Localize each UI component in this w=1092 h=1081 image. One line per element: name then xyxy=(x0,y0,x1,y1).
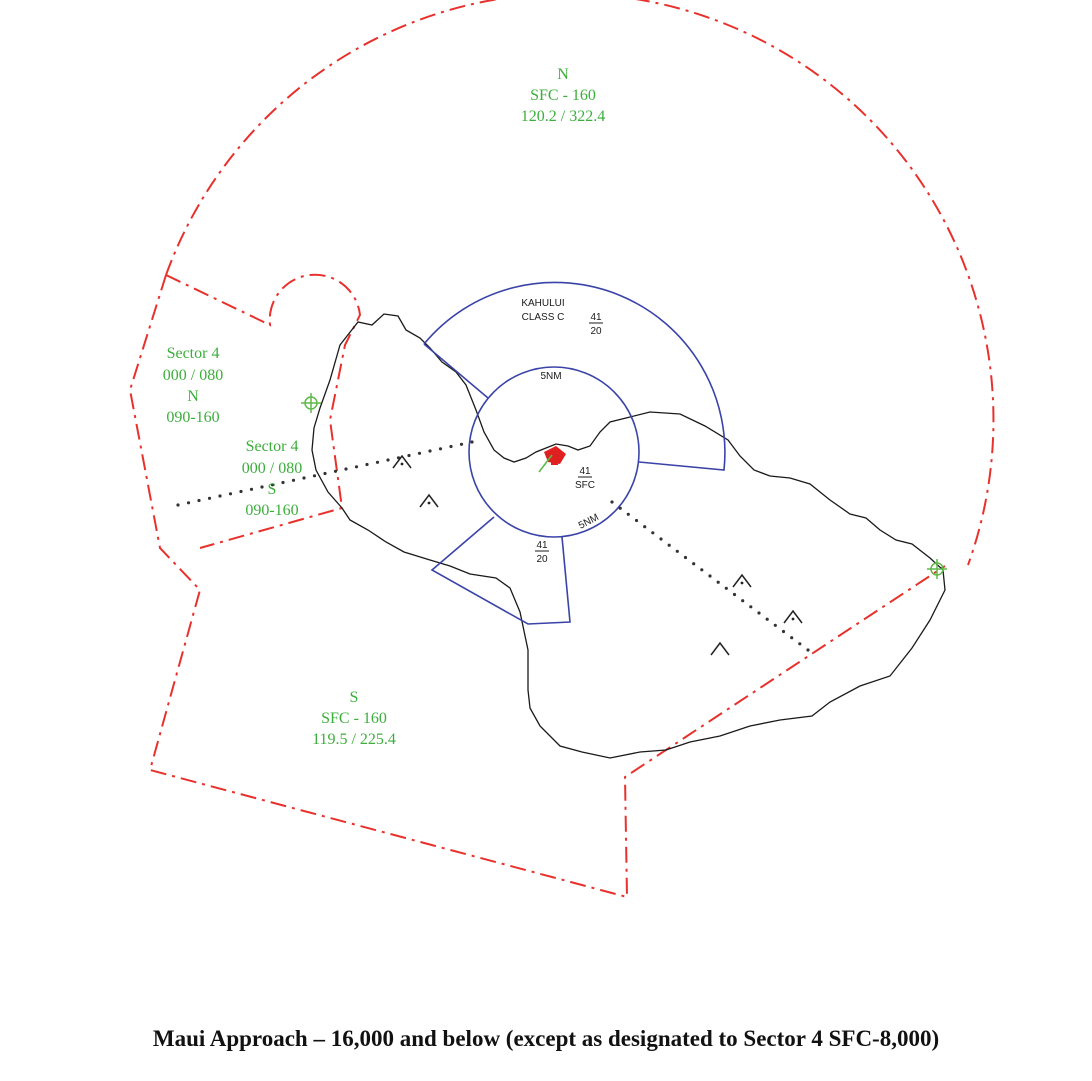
class-c-outer-shelf xyxy=(423,281,726,471)
course-dot xyxy=(207,496,212,500)
class-c-name: KAHULUI xyxy=(521,298,564,309)
peak-icon xyxy=(783,609,803,624)
south-shelf-floor: 20 xyxy=(536,554,548,565)
sector4-south-name: Sector 4 xyxy=(246,438,299,455)
course-dot xyxy=(428,449,432,453)
fix-west xyxy=(301,393,321,413)
course-dot xyxy=(732,592,737,597)
course-dot xyxy=(708,574,712,578)
north-sector-frequency: 120.2 / 322.4 xyxy=(521,108,605,125)
inner-ring-label-top: 5NM xyxy=(540,371,561,382)
course-dot xyxy=(270,483,275,487)
class-c-type: CLASS C xyxy=(522,312,565,323)
peak-icon xyxy=(419,493,439,508)
map-caption: Maui Approach – 16,000 and below (except… xyxy=(152,1026,940,1051)
course-dot xyxy=(724,586,728,590)
course-dot xyxy=(781,629,786,634)
course-dot xyxy=(634,518,639,523)
sector4-south-altitude: 000 / 080 xyxy=(242,460,302,477)
south-shelf-ceiling: 41 xyxy=(536,540,548,551)
sector4-south-sub: S xyxy=(268,481,277,498)
south-sector-name: S xyxy=(350,689,359,706)
course-dot xyxy=(291,478,296,482)
course-dot xyxy=(386,458,390,462)
course-dot xyxy=(643,525,647,529)
course-dot xyxy=(626,512,630,516)
sector4-north-sub: N xyxy=(187,388,199,405)
course-dot xyxy=(375,460,380,464)
course-dot xyxy=(218,494,222,498)
course-dot xyxy=(354,465,359,469)
course-dot xyxy=(470,440,474,444)
south-sector-frequency: 119.5 / 225.4 xyxy=(312,731,396,748)
kahului-class-c xyxy=(423,281,726,625)
course-dot xyxy=(700,568,704,572)
course-dot xyxy=(749,605,753,609)
course-dot xyxy=(312,474,317,478)
course-dot xyxy=(618,506,622,510)
approach-courses xyxy=(176,440,810,652)
course-dot xyxy=(651,531,655,535)
sector4-boundary xyxy=(165,273,362,549)
course-dot xyxy=(675,549,679,553)
course-dot xyxy=(773,623,777,627)
course-dot xyxy=(790,636,794,640)
course-dot xyxy=(757,611,761,615)
west-boundary xyxy=(128,274,946,899)
class-c-inner-ring xyxy=(468,366,640,538)
course-dot xyxy=(417,451,422,455)
course-dot xyxy=(449,444,453,449)
course-dot xyxy=(459,442,464,446)
inner-floor: SFC xyxy=(575,480,595,491)
course-dot xyxy=(610,500,614,504)
peak-icon xyxy=(710,641,730,656)
south-sector-altitude: SFC - 160 xyxy=(321,710,387,727)
course-dot xyxy=(281,480,285,485)
class-c-outer-west-edge xyxy=(423,343,489,399)
outer-shelf-floor: 20 xyxy=(590,326,602,337)
course-dot xyxy=(765,617,769,621)
sector4-south-range: 090-160 xyxy=(245,502,298,519)
course-dot xyxy=(239,489,243,494)
approach-boundary xyxy=(128,0,995,899)
course-dot xyxy=(741,599,745,603)
sector4-north-range: 090-160 xyxy=(166,409,219,426)
course-dot xyxy=(716,580,720,584)
maui-coastline xyxy=(311,313,946,759)
course-dot xyxy=(249,487,254,491)
course-dot xyxy=(407,453,411,458)
outer-shelf-ceiling: 41 xyxy=(590,312,602,323)
course-dot xyxy=(438,447,443,451)
north-sector-name: N xyxy=(557,66,569,83)
class-c-south-shelf xyxy=(430,516,571,625)
peak-icon xyxy=(392,454,412,469)
course-dot xyxy=(692,562,696,566)
course-dot xyxy=(228,492,233,496)
course-dot xyxy=(260,485,264,489)
airport-icon xyxy=(538,446,566,473)
course-dot xyxy=(323,471,327,476)
course-dot xyxy=(333,469,338,473)
course-dot xyxy=(344,467,348,471)
course-dot xyxy=(659,537,663,541)
north-sector-altitude: SFC - 160 xyxy=(530,87,596,104)
fix-east xyxy=(927,559,947,579)
peak-icon xyxy=(732,573,752,588)
course-dot xyxy=(798,642,802,646)
course-dot xyxy=(683,555,688,560)
terrain-peaks xyxy=(392,454,803,656)
sector4-north-name: Sector 4 xyxy=(167,345,220,362)
sector4-north-altitude: 000 / 080 xyxy=(163,367,223,384)
airspace-map: N SFC - 160 120.2 / 322.4 S SFC - 160 11… xyxy=(128,0,995,899)
course-dot xyxy=(302,476,306,480)
north-sector-arc xyxy=(165,0,995,566)
inner-ceiling: 41 xyxy=(579,466,591,477)
course-dot xyxy=(667,543,671,547)
course-dot xyxy=(806,648,810,652)
course-dot xyxy=(176,503,180,507)
course-dot xyxy=(197,498,201,503)
course-dot xyxy=(365,462,369,467)
course-dot xyxy=(186,501,191,505)
